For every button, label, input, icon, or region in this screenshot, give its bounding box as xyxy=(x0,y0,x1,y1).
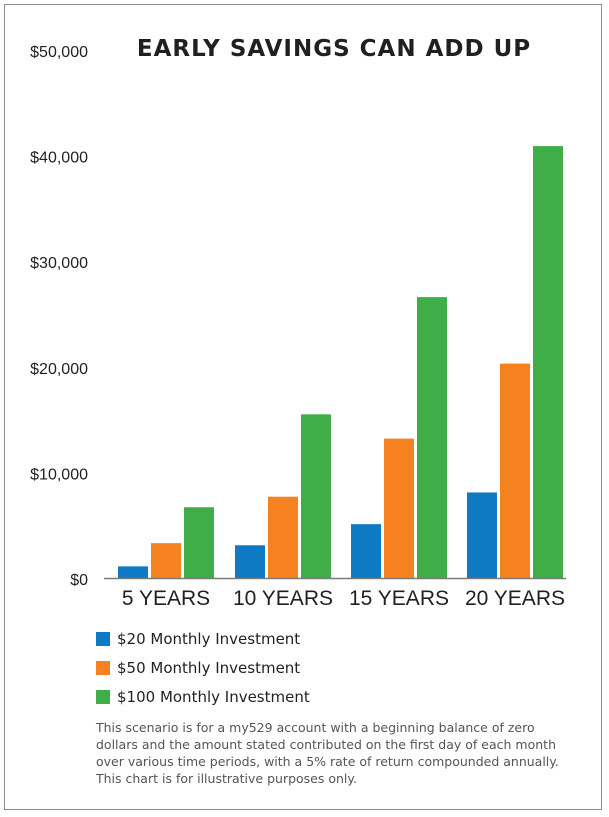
bar xyxy=(301,414,331,578)
y-axis: $0 $10,000 $20,000 $30,000 $40,000 $50,000 xyxy=(30,44,88,589)
bars xyxy=(118,146,563,578)
legend-swatch-100 xyxy=(96,689,110,704)
bar xyxy=(351,524,381,578)
legend-label: $20 Monthly Investment xyxy=(117,629,301,648)
bar xyxy=(384,438,414,578)
footnote: This scenario is for a my529 account wit… xyxy=(96,720,559,786)
bar xyxy=(500,363,530,578)
bar xyxy=(268,496,298,578)
legend-swatch-50 xyxy=(96,660,110,675)
legend-item: $50 Monthly Investment xyxy=(96,653,310,682)
legend-swatch-20 xyxy=(96,631,110,646)
legend-label: $50 Monthly Investment xyxy=(117,658,301,677)
x-tick-label: 20 YEARS xyxy=(465,587,565,610)
x-tick-label: 5 YEARS xyxy=(122,587,210,610)
y-tick-label: $30,000 xyxy=(30,255,88,272)
bar xyxy=(467,492,497,578)
bar xyxy=(118,566,148,578)
legend-item: $20 Monthly Investment xyxy=(96,624,310,653)
legend: $20 Monthly Investment $50 Monthly Inves… xyxy=(96,624,310,711)
y-tick-label: $40,000 xyxy=(30,150,88,167)
bar xyxy=(184,507,214,578)
bar xyxy=(151,543,181,578)
chart-title: EARLY SAVINGS CAN ADD UP xyxy=(136,36,532,62)
x-tick-label: 10 YEARS xyxy=(233,587,333,610)
x-axis: 5 YEARS 10 YEARS 15 YEARS 20 YEARS xyxy=(104,577,566,610)
legend-item: $100 Monthly Investment xyxy=(96,682,310,711)
y-tick-label: $0 xyxy=(70,572,88,589)
legend-label: $100 Monthly Investment xyxy=(117,687,310,706)
y-tick-label: $50,000 xyxy=(30,44,88,61)
bar xyxy=(235,545,265,578)
bar xyxy=(417,297,447,578)
y-tick-label: $20,000 xyxy=(30,361,88,378)
y-tick-label: $10,000 xyxy=(30,466,88,483)
bar xyxy=(533,146,563,578)
x-tick-label: 15 YEARS xyxy=(349,587,449,610)
